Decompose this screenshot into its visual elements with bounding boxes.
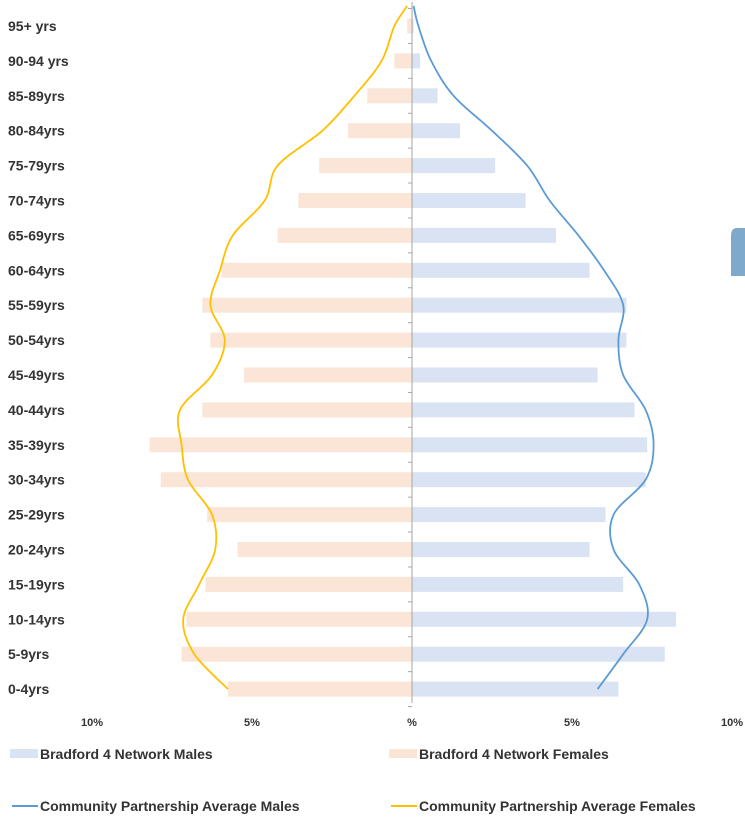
category-label: 30-34yrs [8,472,65,488]
male-bar [412,263,590,278]
x-tick-label: 10% [81,717,103,729]
partial-offscreen-shape [731,228,745,276]
female-bar [207,507,412,522]
legend-swatch [389,749,417,758]
legend-item: Bradford 4 Network Females [389,746,609,762]
female-bar [298,193,412,208]
category-label: 40-44yrs [8,402,65,418]
x-tick-labels: 10% 5%% 5% 10% [81,717,743,729]
category-label: 25-29yrs [8,507,65,523]
male-bar [412,368,598,383]
female-bar [244,368,412,383]
female-bar [186,612,412,627]
legend-item: Community Partnership Average Males [12,798,300,814]
male-bar [412,577,623,592]
bars-layer [150,19,676,697]
category-label: 5-9yrs [8,646,49,662]
male-bar [412,402,634,417]
category-label: 90-94 yrs [8,53,69,69]
legend-item: Community Partnership Average Females [391,798,696,814]
male-bar [412,437,647,452]
category-label: 80-84yrs [8,123,65,139]
male-bar [412,682,618,697]
female-bar [222,263,412,278]
legend-swatch [10,749,38,758]
legend-item: Bradford 4 Network Males [10,746,213,762]
male-bar [412,228,556,243]
category-label: 85-89yrs [8,88,65,104]
female-bar [202,402,412,417]
category-label: 65-69yrs [8,227,65,243]
legend: Bradford 4 Network Males Bradford 4 Netwo… [10,746,696,814]
female-bar [182,647,412,662]
category-label: 45-49yrs [8,367,65,383]
x-tick-label: 10% [721,717,743,729]
x-tick-label: 5% [564,717,580,729]
male-bar [412,193,526,208]
legend-label: Bradford 4 Network Females [419,746,609,762]
category-label: 60-64yrs [8,262,65,278]
female-bar [394,53,412,68]
legend-label: Community Partnership Average Females [419,798,696,814]
male-bar [412,298,626,313]
female-bar [206,577,412,592]
axis-layer [408,2,412,707]
category-label: 95+ yrs [8,18,57,34]
female-bar [407,19,412,34]
female-bar [238,542,412,557]
category-label: 0-4yrs [8,681,49,697]
male-bar [412,542,590,557]
category-label: 50-54yrs [8,332,65,348]
category-label: 15-19yrs [8,576,65,592]
x-tick-label: % [407,717,417,729]
female-bar [202,298,412,313]
female-bar [367,88,412,103]
category-label: 70-74yrs [8,193,65,209]
category-label: 10-14yrs [8,611,65,627]
male-bar [412,472,646,487]
male-bar [412,158,495,173]
female-bar [319,158,412,173]
male-bar [412,612,676,627]
female-bar [278,228,412,243]
female-bar [210,333,412,348]
male-bar [412,333,626,348]
category-label: 55-59yrs [8,297,65,313]
category-label: 20-24yrs [8,542,65,558]
male-bar [412,88,438,103]
male-bar [412,507,606,522]
category-label: 35-39yrs [8,437,65,453]
legend-label: Bradford 4 Network Males [40,746,213,762]
male-bar [412,123,460,138]
x-tick-label: 5% [244,717,260,729]
category-labels: 95+ yrs 90-94 yrs 85-89yrs 80-84yrs 75-79yrs… [8,18,69,697]
female-bar [150,437,412,452]
female-bar [161,472,412,487]
category-label: 75-79yrs [8,158,65,174]
male-bar [412,53,420,68]
female-bar [228,682,412,697]
female-bar [348,123,412,138]
legend-label: Community Partnership Average Males [40,798,300,814]
